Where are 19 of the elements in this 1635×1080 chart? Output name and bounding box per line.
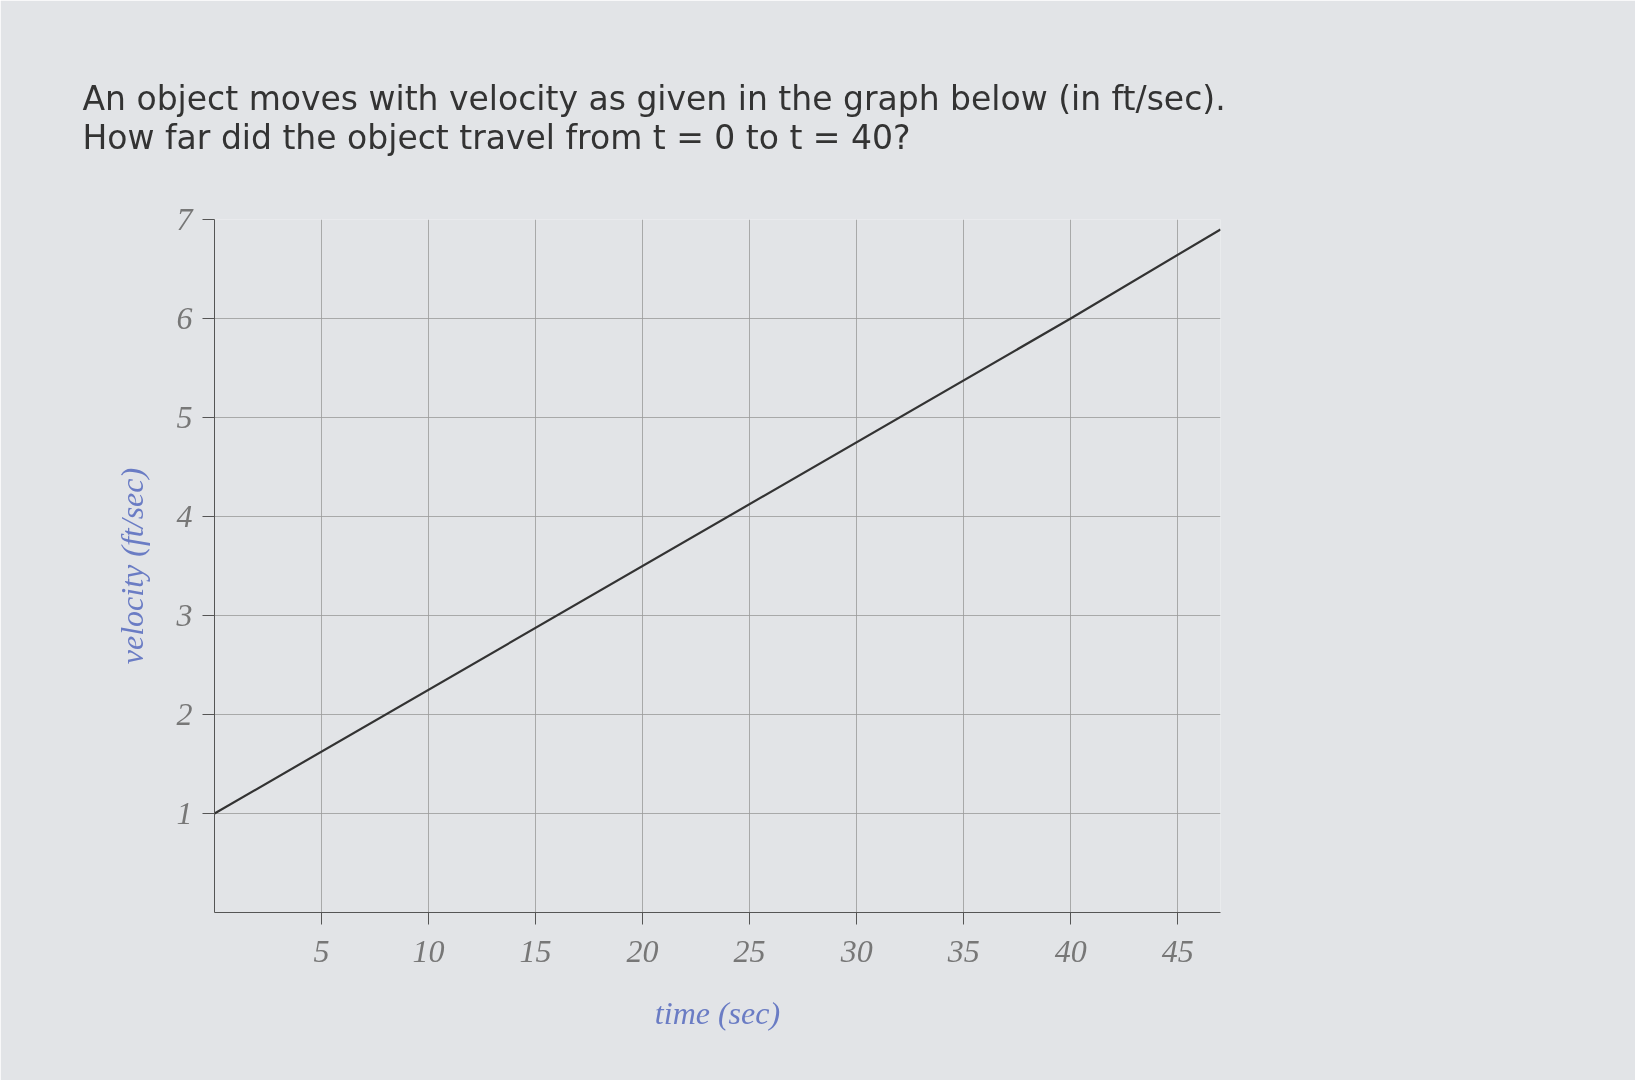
y-tick-label: 1 [176,795,193,831]
y-tick-label: 6 [176,300,193,336]
y-tick-label: 3 [175,597,193,633]
x-tick-label: 5 [313,932,330,969]
y-tick-label: 4 [176,498,193,534]
x-axis-title: time (sec) [654,994,781,1031]
y-axis-title: velocity (ft/sec) [113,467,150,665]
x-tick-label: 10 [412,932,445,969]
chart-title: An object moves with velocity as given in the graph below (in ft/sec). How far did the object travel from t = 0 to t = 40? [82,79,1226,157]
x-tick-label: 25 [733,932,766,969]
x-tick-label: 15 [519,932,552,969]
x-tick-label: 30 [839,932,873,969]
x-tick-label: 45 [1161,932,1194,969]
y-tick-label: 5 [176,399,193,435]
y-tick-label: 7 [176,201,195,237]
y-tick-label: 2 [176,696,193,732]
x-tick-label: 40 [1054,932,1087,969]
x-tick-label: 20 [626,932,659,969]
x-tick-label: 35 [946,932,980,969]
